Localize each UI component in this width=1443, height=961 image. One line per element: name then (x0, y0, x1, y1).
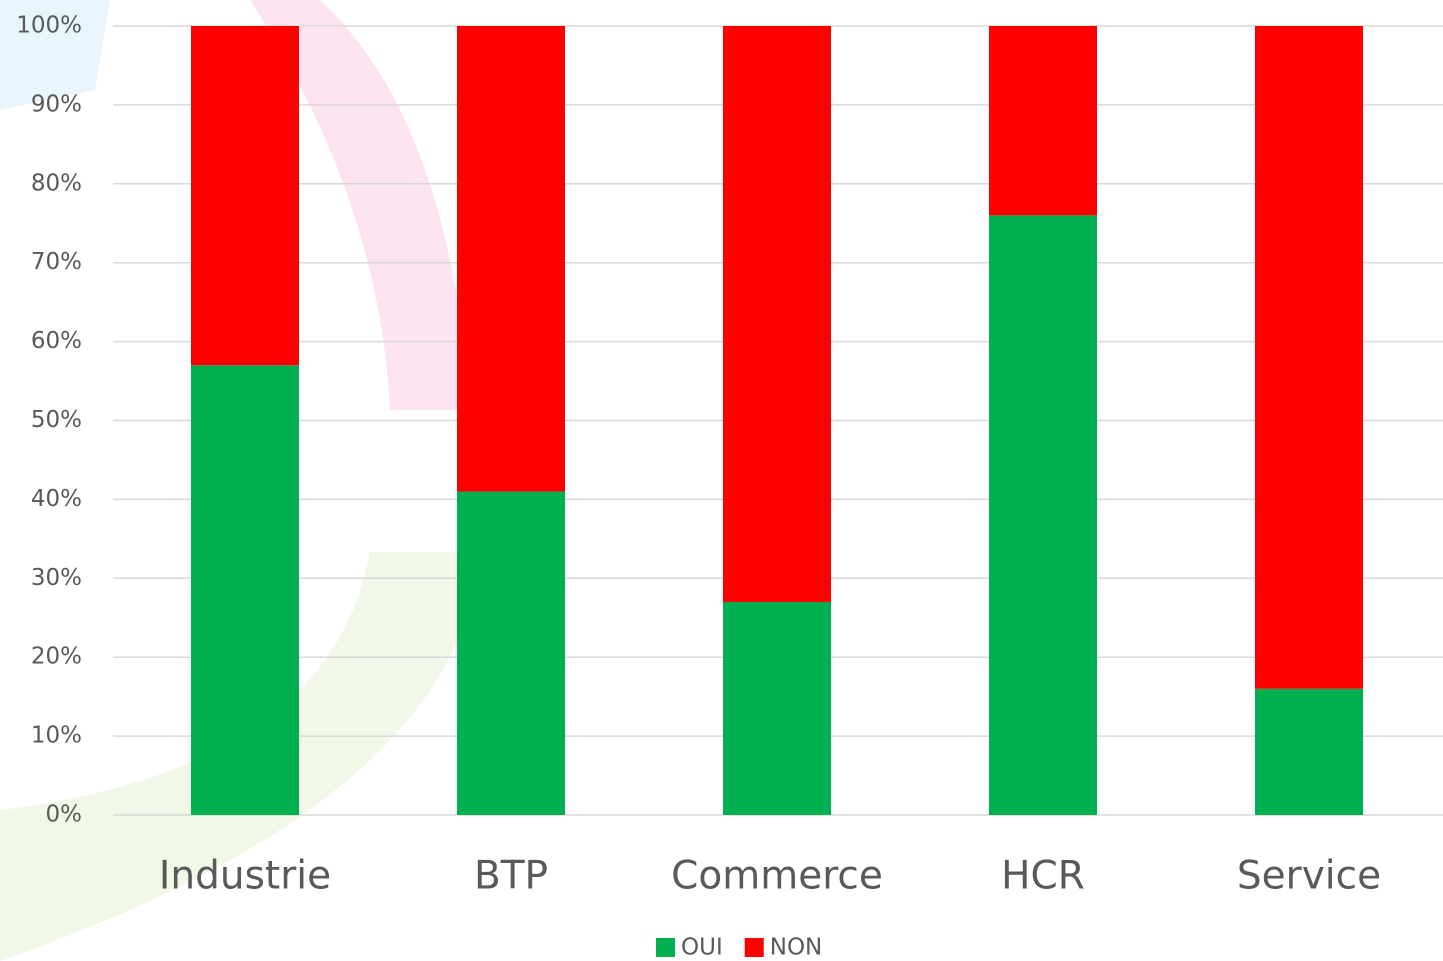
x-tick-label: Commerce (671, 854, 883, 899)
bar-segment (989, 26, 1097, 215)
x-tick-label: HCR (1001, 854, 1085, 899)
x-tick-label: Industrie (159, 854, 331, 899)
y-tick-label: 30% (31, 565, 82, 591)
y-tick-label: 90% (31, 91, 82, 117)
legend-swatch (745, 938, 764, 957)
page: 0% 10% 20% 30% 40% 50% 60% 70% 80% 90% 100% Industr… (0, 0, 1443, 961)
y-tick-label: 10% (31, 723, 82, 749)
y-tick-label: 70% (31, 249, 82, 275)
y-tick-label: 80% (31, 170, 82, 196)
bar-segment (457, 26, 565, 492)
legend-label: NON (770, 935, 823, 961)
bar-segment (1255, 26, 1363, 689)
bar-segment (457, 492, 565, 815)
bar-segment (191, 26, 299, 365)
bar-segment (989, 215, 1097, 815)
bar-segment (1255, 689, 1363, 815)
legend-swatch (656, 938, 675, 957)
bar-segment (723, 26, 831, 602)
y-tick-label: 100% (16, 13, 82, 39)
bar-segment (191, 365, 299, 815)
y-tick-label: 0% (46, 802, 83, 828)
x-tick-label: Service (1237, 854, 1381, 899)
legend-label: OUI (681, 935, 723, 961)
y-tick-label: 60% (31, 328, 82, 354)
x-tick-label: BTP (474, 854, 548, 899)
y-tick-label: 40% (31, 486, 82, 512)
y-tick-label: 20% (31, 644, 82, 670)
chart: 0% 10% 20% 30% 40% 50% 60% 70% 80% 90% 100% Industr… (0, 0, 1443, 961)
bar-segment (723, 602, 831, 815)
y-tick-label: 50% (31, 407, 82, 433)
